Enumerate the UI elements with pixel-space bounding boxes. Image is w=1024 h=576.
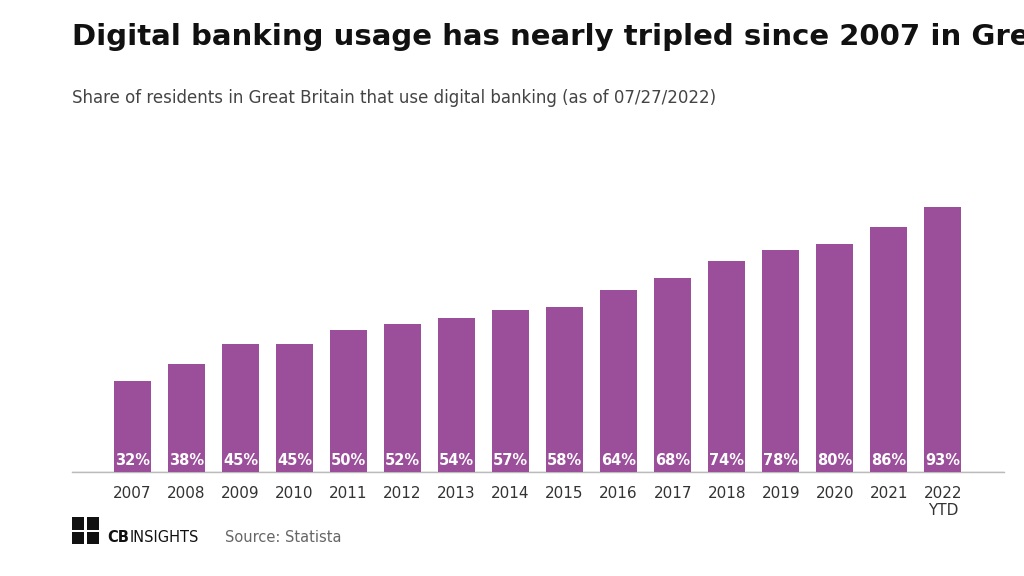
Text: 54%: 54% bbox=[439, 453, 474, 468]
Text: 93%: 93% bbox=[926, 453, 961, 468]
Bar bbox=[925, 207, 962, 472]
Bar bbox=[870, 227, 907, 472]
Bar bbox=[330, 329, 367, 472]
Bar bbox=[762, 250, 799, 472]
Text: 57%: 57% bbox=[493, 453, 528, 468]
Bar bbox=[816, 244, 853, 472]
Bar bbox=[600, 290, 637, 472]
Text: 50%: 50% bbox=[331, 453, 367, 468]
Text: 80%: 80% bbox=[817, 453, 852, 468]
Text: 86%: 86% bbox=[871, 453, 906, 468]
Text: 45%: 45% bbox=[223, 453, 258, 468]
Text: 68%: 68% bbox=[655, 453, 690, 468]
Bar bbox=[114, 381, 151, 472]
Bar bbox=[709, 262, 745, 472]
Bar bbox=[222, 344, 259, 472]
Text: 74%: 74% bbox=[710, 453, 744, 468]
Bar bbox=[654, 278, 691, 472]
Text: 52%: 52% bbox=[385, 453, 420, 468]
Bar bbox=[438, 319, 475, 472]
Text: Digital banking usage has nearly tripled since 2007 in Great Britain: Digital banking usage has nearly tripled… bbox=[72, 23, 1024, 51]
Text: INSIGHTS: INSIGHTS bbox=[130, 529, 200, 545]
Bar bbox=[168, 364, 205, 472]
Text: 64%: 64% bbox=[601, 453, 636, 468]
Text: 32%: 32% bbox=[115, 453, 150, 468]
Bar bbox=[546, 307, 583, 472]
Bar bbox=[276, 344, 313, 472]
Text: 38%: 38% bbox=[169, 453, 204, 468]
Text: Share of residents in Great Britain that use digital banking (as of 07/27/2022): Share of residents in Great Britain that… bbox=[72, 89, 716, 107]
Bar bbox=[493, 310, 529, 472]
Text: 45%: 45% bbox=[276, 453, 312, 468]
Text: CB: CB bbox=[108, 529, 129, 545]
Text: Source: Statista: Source: Statista bbox=[225, 529, 342, 545]
Text: 78%: 78% bbox=[763, 453, 799, 468]
Bar bbox=[384, 324, 421, 472]
Text: 58%: 58% bbox=[547, 453, 583, 468]
